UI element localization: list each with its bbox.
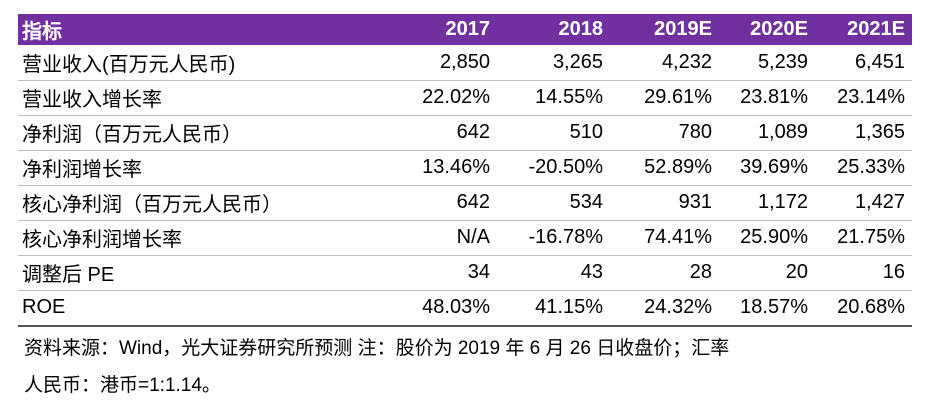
cell-value: 2021E bbox=[847, 18, 905, 40]
cell-value: 48.03% bbox=[422, 296, 490, 318]
cell-value: -16.78% bbox=[528, 226, 604, 248]
cell-value: 23.81% bbox=[740, 86, 808, 108]
row-label: 指标 bbox=[22, 21, 62, 43]
cell-value: 20.68% bbox=[837, 296, 905, 318]
cell-value: 1,172 bbox=[757, 191, 808, 213]
table-row: 净利润增长率 13.46% -20.50% 52.89% 39.69% 25.33% bbox=[18, 150, 912, 186]
row-label: 营业收入增长率 bbox=[22, 89, 162, 111]
cell-value: 24.32% bbox=[644, 296, 712, 318]
row-label: 营业收入(百万元人民币) bbox=[22, 54, 236, 76]
cell-value: 25.33% bbox=[837, 156, 905, 178]
cell-value: 4,232 bbox=[661, 51, 712, 73]
cell-value: 23.14% bbox=[837, 86, 905, 108]
table-row: 营业收入增长率 22.02% 14.55% 29.61% 23.81% 23.14% bbox=[18, 80, 912, 116]
cell-value: 22.02% bbox=[422, 86, 490, 108]
cell-value: N/A bbox=[456, 226, 490, 248]
table-row: 调整后 PE 34 43 28 20 16 bbox=[18, 255, 912, 291]
cell-value: 39.69% bbox=[740, 156, 808, 178]
cell-value: 13.46% bbox=[422, 156, 490, 178]
cell-value: 43 bbox=[580, 261, 603, 283]
cell-value: 74.41% bbox=[644, 226, 712, 248]
cell-value: 1,427 bbox=[854, 191, 905, 213]
table-row: ROE 48.03% 41.15% 24.32% 18.57% 20.68% bbox=[18, 290, 912, 327]
cell-value: 5,239 bbox=[757, 51, 808, 73]
row-label: 调整后 PE bbox=[22, 264, 115, 286]
cell-value: 2017 bbox=[445, 18, 491, 40]
cell-value: 642 bbox=[456, 191, 490, 213]
cell-value: 2018 bbox=[558, 18, 604, 40]
cell-value: 20 bbox=[785, 261, 808, 283]
cell-value: 931 bbox=[678, 191, 712, 213]
cell-value: -20.50% bbox=[528, 156, 604, 178]
cell-value: 534 bbox=[569, 191, 603, 213]
cell-value: 1,365 bbox=[854, 121, 905, 143]
cell-value: 29.61% bbox=[644, 86, 712, 108]
table-row: 营业收入(百万元人民币) 2,850 3,265 4,232 5,239 6,451 bbox=[18, 45, 912, 81]
cell-value: 2,850 bbox=[439, 51, 490, 73]
cell-value: 28 bbox=[689, 261, 712, 283]
cell-value: 16 bbox=[882, 261, 905, 283]
cell-value: 780 bbox=[678, 121, 712, 143]
cell-value: 52.89% bbox=[644, 156, 712, 178]
cell-value: 14.55% bbox=[535, 86, 603, 108]
cell-value: 6,451 bbox=[854, 51, 905, 73]
cell-value: 21.75% bbox=[837, 226, 905, 248]
row-label: 净利润（百万元人民币） bbox=[22, 124, 242, 146]
cell-value: 642 bbox=[456, 121, 490, 143]
source-note: 资料来源：Wind，光大证券研究所预测 注：股价为 2019 年 6 月 26 … bbox=[24, 338, 730, 359]
header-row: 指标 2017 2018 2019E 2020E 2021E bbox=[18, 14, 912, 45]
table-row: 核心净利润增长率 N/A -16.78% 74.41% 25.90% 21.75% bbox=[18, 220, 912, 256]
cell-value: 25.90% bbox=[740, 226, 808, 248]
table-row: 净利润（百万元人民币） 642 510 780 1,089 1,365 bbox=[18, 115, 912, 151]
cell-value: 41.15% bbox=[535, 296, 603, 318]
cell-value: 1,089 bbox=[757, 121, 808, 143]
table-row: 核心净利润（百万元人民币） 642 534 931 1,172 1,427 bbox=[18, 185, 912, 221]
cell-value: 2020E bbox=[750, 18, 808, 40]
cell-value: 510 bbox=[569, 121, 603, 143]
row-label: 净利润增长率 bbox=[22, 159, 142, 181]
cell-value: 3,265 bbox=[552, 51, 603, 73]
row-label: 核心净利润（百万元人民币） bbox=[22, 194, 282, 216]
source-note: 人民币：港币=1:1.14。 bbox=[24, 375, 221, 396]
row-label: ROE bbox=[22, 296, 66, 318]
cell-value: 2019E bbox=[654, 18, 712, 40]
cell-value: 18.57% bbox=[740, 296, 808, 318]
row-label: 核心净利润增长率 bbox=[22, 229, 182, 251]
cell-value: 34 bbox=[467, 261, 490, 283]
